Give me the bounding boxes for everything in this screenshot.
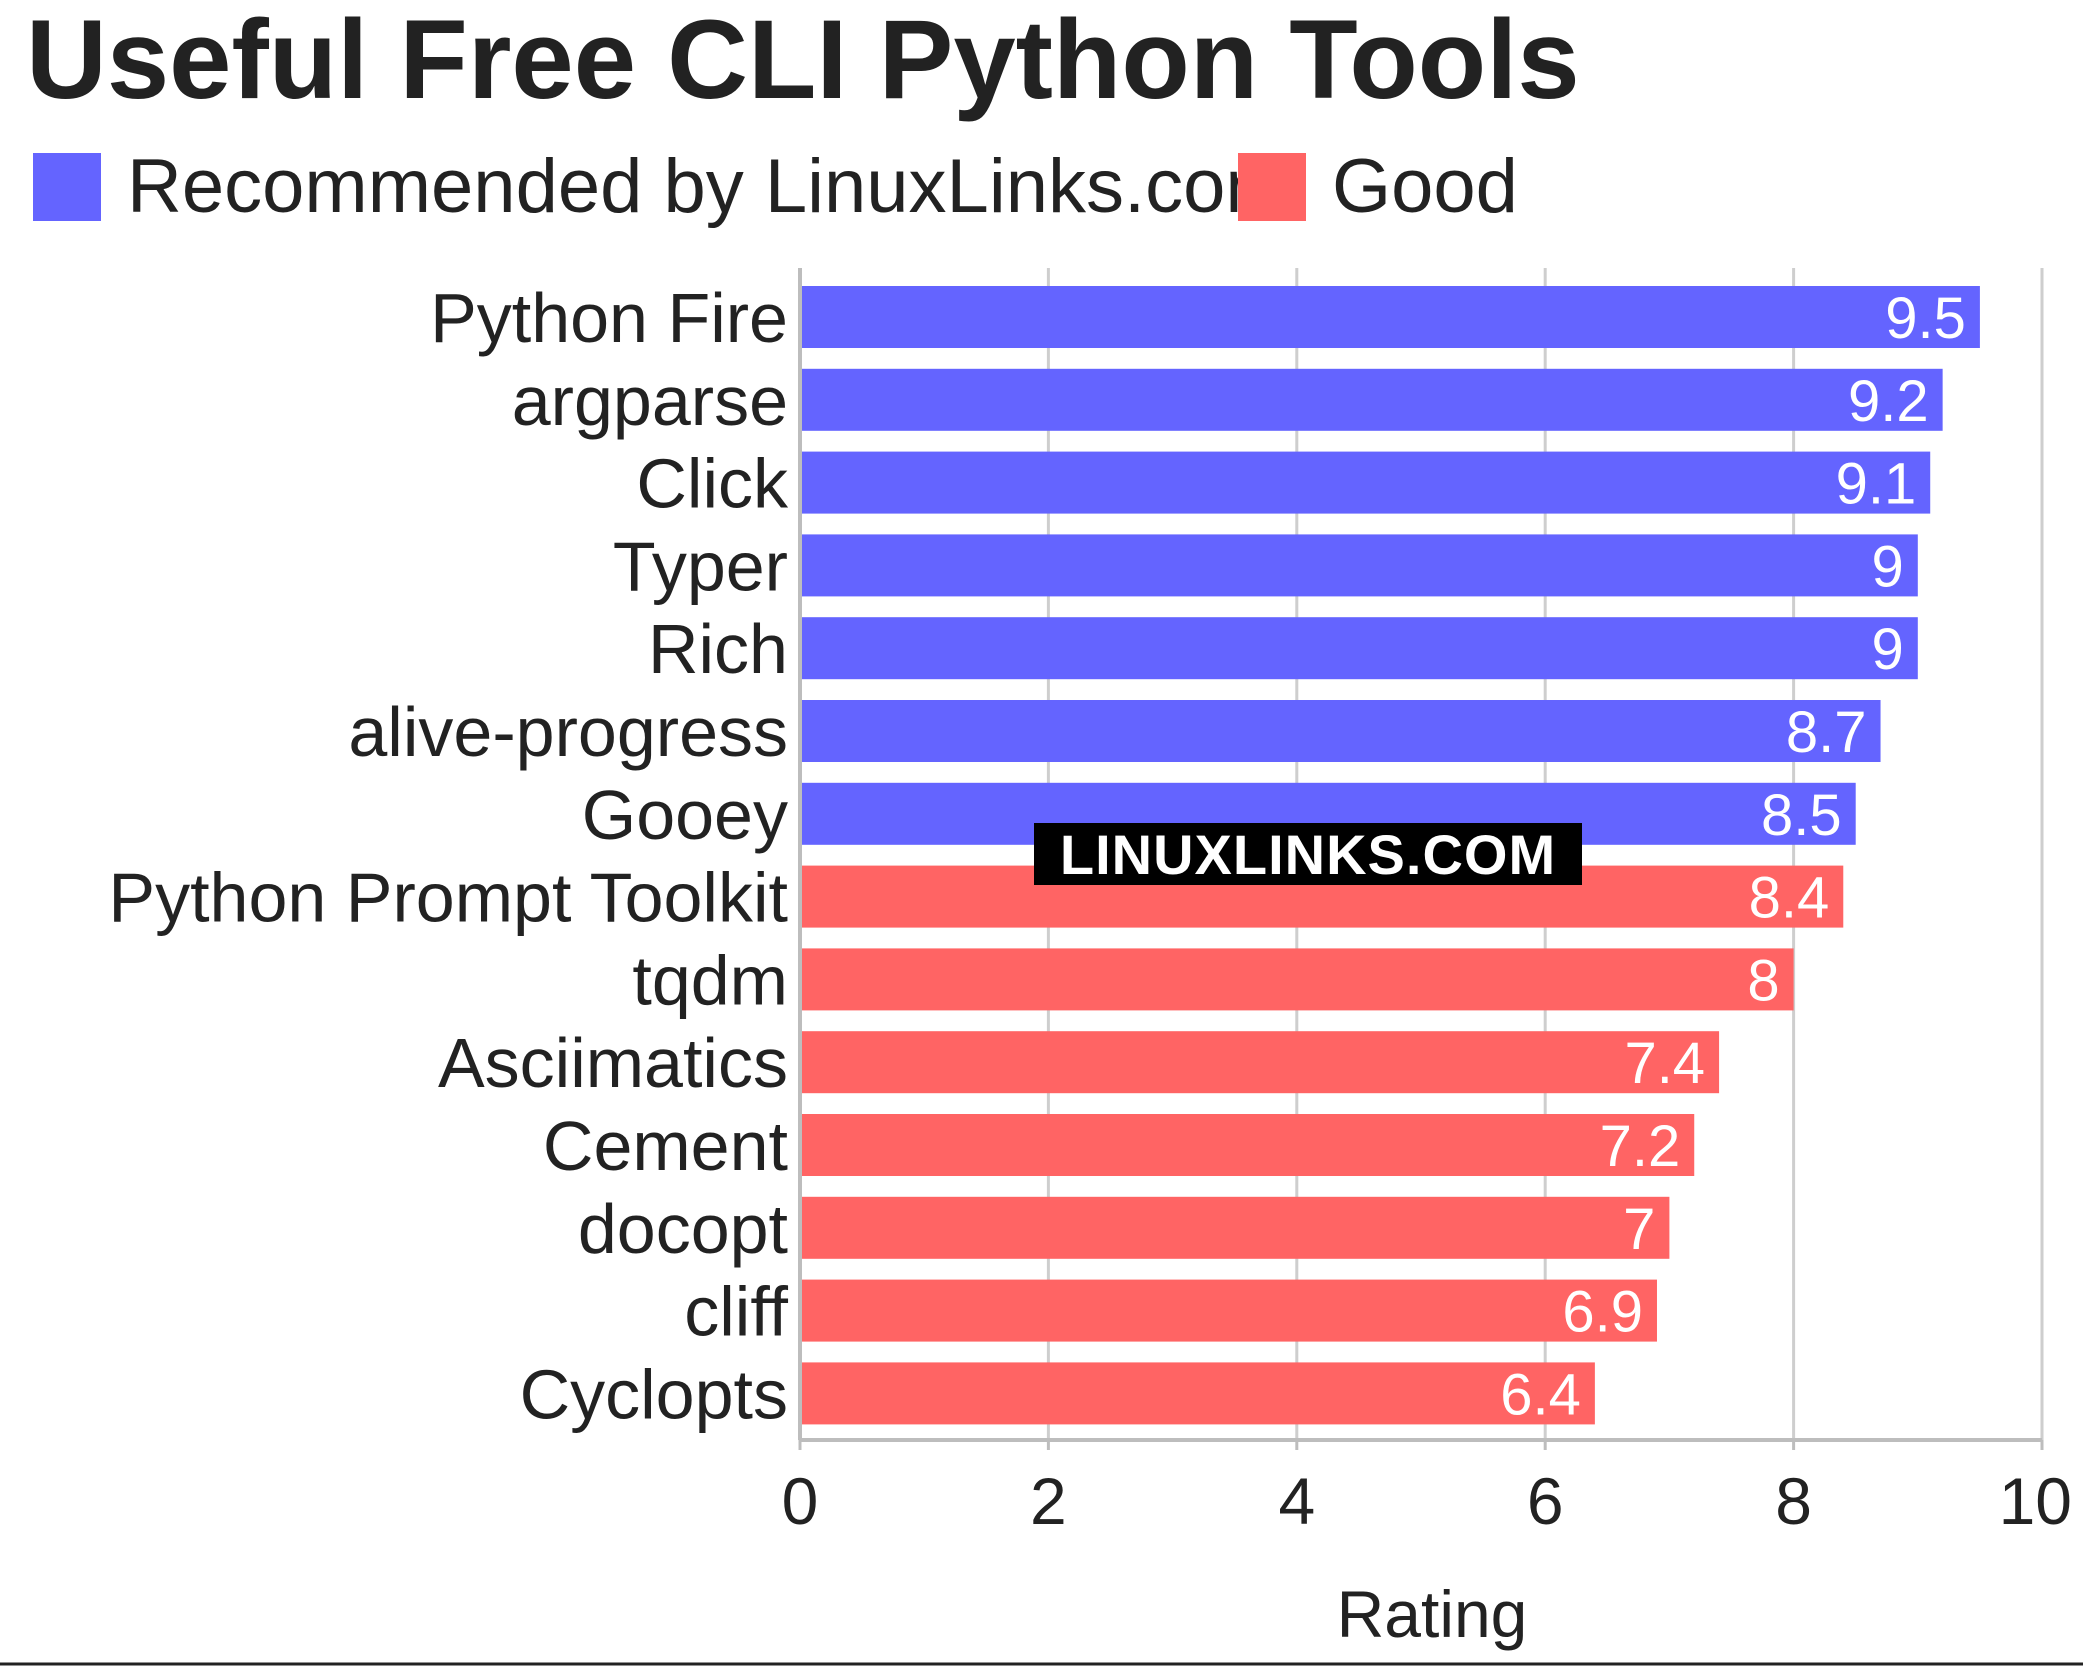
bar-alive-progress (800, 700, 1881, 762)
legend-label-good: Good (1332, 144, 1518, 229)
x-tick-label: 4 (1278, 1464, 1315, 1538)
value-label: 6.4 (1500, 1362, 1581, 1427)
category-label: Click (636, 445, 789, 523)
category-label: Gooey (582, 776, 788, 854)
category-label: Typer (613, 527, 788, 605)
category-label: Cement (543, 1107, 788, 1185)
x-axis: 0 2 4 6 8 10 (782, 268, 2072, 1538)
bar-argparse (800, 368, 1943, 431)
bar-typer (800, 534, 1918, 597)
bar-cement (800, 1114, 1695, 1176)
value-label: 8.4 (1749, 866, 1830, 931)
bar-rich (800, 617, 1918, 680)
x-tick-label: 2 (1030, 1464, 1067, 1538)
category-label: cliff (684, 1273, 788, 1351)
value-label: 8.7 (1786, 700, 1867, 765)
category-label: Python Prompt Toolkit (108, 859, 788, 937)
bar-tqdm (800, 948, 1794, 1011)
value-label: 9 (1872, 534, 1904, 599)
legend: Recommended by LinuxLinks.com Good (33, 144, 1518, 229)
value-label: 9.5 (1885, 286, 1966, 351)
x-axis-title: Rating (1337, 1577, 1528, 1651)
category-labels: Python FireargparseClickTyperRichalive-p… (108, 279, 789, 1433)
legend-label-recommended: Recommended by LinuxLinks.com (127, 144, 1289, 229)
category-label: tqdm (632, 941, 788, 1019)
bar-python-fire (800, 286, 1980, 348)
bar-cliff (800, 1279, 1657, 1342)
value-label: 9.2 (1848, 369, 1929, 434)
chart-title: Useful Free CLI Python Tools (26, 0, 1580, 122)
watermark-background (1034, 823, 1582, 885)
value-label: 8.5 (1761, 783, 1842, 848)
category-label: docopt (578, 1190, 788, 1268)
value-label: 9 (1872, 617, 1904, 682)
bars (800, 286, 1980, 1425)
category-label: Python Fire (430, 279, 788, 357)
watermark: LINUXLINKS.COM (1034, 823, 1582, 886)
value-label: 6.9 (1562, 1280, 1643, 1345)
value-label: 7.2 (1600, 1114, 1681, 1179)
value-label: 8 (1747, 948, 1779, 1013)
x-tick-label: 0 (782, 1464, 819, 1538)
legend-swatch-good (1238, 153, 1306, 221)
category-label: Cyclopts (520, 1355, 788, 1433)
value-label: 7.4 (1624, 1031, 1705, 1096)
x-tick-label: 10 (1999, 1464, 2072, 1538)
value-label: 9.1 (1836, 452, 1917, 517)
value-label: 7 (1623, 1197, 1655, 1262)
category-label: alive-progress (348, 693, 788, 771)
category-label: argparse (512, 362, 788, 440)
legend-swatch-recommended (33, 153, 101, 221)
category-label: Asciimatics (438, 1024, 788, 1102)
category-label: Rich (648, 610, 788, 688)
bar-cyclopts (800, 1362, 1595, 1425)
bar-asciimatics (800, 1031, 1720, 1094)
x-tick-label: 8 (1775, 1464, 1812, 1538)
bar-docopt (800, 1196, 1670, 1259)
bar-click (800, 451, 1931, 514)
watermark-text: LINUXLINKS.COM (1060, 823, 1556, 886)
x-tick-label: 6 (1527, 1464, 1564, 1538)
